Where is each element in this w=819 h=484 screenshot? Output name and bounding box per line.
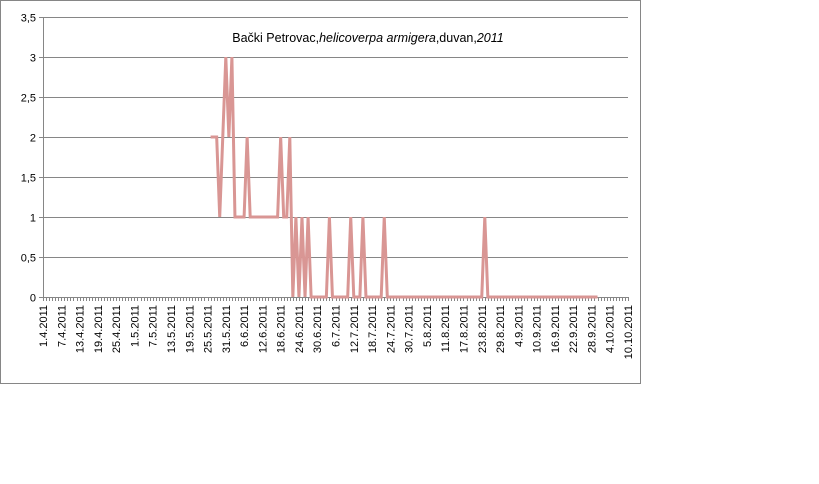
x-tick-label: 7.5.2011 [148,305,160,347]
x-tick-label: 31.5.2011 [221,305,233,353]
x-tick-label: 10.9.2011 [532,305,544,353]
x-tick-label: 12.7.2011 [349,305,361,353]
y-axis-tick-labels: 0 0,5 1 1,5 2 2,5 3 3,5 [21,13,36,305]
x-tick-label: 25.5.2011 [203,305,215,353]
chart-frame [0,0,641,384]
x-tick-label: 12.6.2011 [257,305,269,353]
y-tick-label: 1,5 [21,173,36,185]
x-tick-label: 13.4.2011 [75,305,87,353]
x-tick-label: 7.4.2011 [56,305,68,347]
x-tick-label: 11.8.2011 [440,305,452,352]
y-tick-label: 1 [30,213,36,225]
chart-title: Bački Petrovac,helicoverpa armigera,duva… [232,31,503,45]
x-tick-label: 1.5.2011 [129,305,141,347]
y-tick-label: 0,5 [21,253,36,265]
x-tick-label: 5.8.2011 [422,305,434,347]
y-tick-label: 3 [30,53,36,65]
x-tick-label: 17.8.2011 [458,305,470,353]
axes [43,17,629,301]
x-tick-label: 29.8.2011 [495,305,507,353]
x-tick-label: 23.8.2011 [477,305,489,353]
x-tick-label: 25.4.2011 [111,305,123,353]
x-tick-label: 30.6.2011 [312,305,324,353]
chart-title-part: helicoverpa armigera [319,31,436,45]
x-tick-label: 10.10.2011 [623,305,635,359]
x-tick-label: 4.9.2011 [513,305,525,347]
x-axis-tick-labels: 1.4.2011 7.4.2011 13.4.2011 19.4.2011 25.4.2… [38,305,635,359]
x-tick-label: 13.5.2011 [166,305,178,353]
x-tick-label: 1.4.2011 [38,305,50,347]
x-tick-label: 24.7.2011 [385,305,397,353]
x-tick-label: 28.9.2011 [586,305,598,353]
chart-title-part: ,duvan, [436,31,477,45]
y-tick-label: 3,5 [21,13,36,25]
x-tick-label: 16.9.2011 [550,305,562,353]
line-chart: 0 0,5 1 1,5 2 2,5 3 3,5 1.4.2011 7.4.2011 13.4.20… [21,13,635,360]
series-line [210,56,598,299]
x-tick-label: 18.7.2011 [367,305,379,353]
x-tick-label: 19.5.2011 [184,305,196,353]
x-tick-label: 18.6.2011 [276,305,288,353]
x-tick-label: 6.6.2011 [239,305,251,347]
chart-title-part: 2011 [476,31,504,45]
x-tick-label: 4.10.2011 [605,305,617,353]
y-tick-label: 0 [30,293,36,305]
x-tick-label: 30.7.2011 [404,305,416,353]
x-tick-label: 24.6.2011 [294,305,306,353]
x-tick-label: 6.7.2011 [331,305,343,347]
x-tick-label: 19.4.2011 [93,305,105,353]
series-layer [210,56,598,299]
y-tick-label: 2 [30,133,36,145]
x-tick-label: 22.9.2011 [568,305,580,353]
y-tick-label: 2,5 [21,93,36,105]
chart-title-part: Bački Petrovac, [232,31,319,45]
grid-lines [39,17,628,298]
